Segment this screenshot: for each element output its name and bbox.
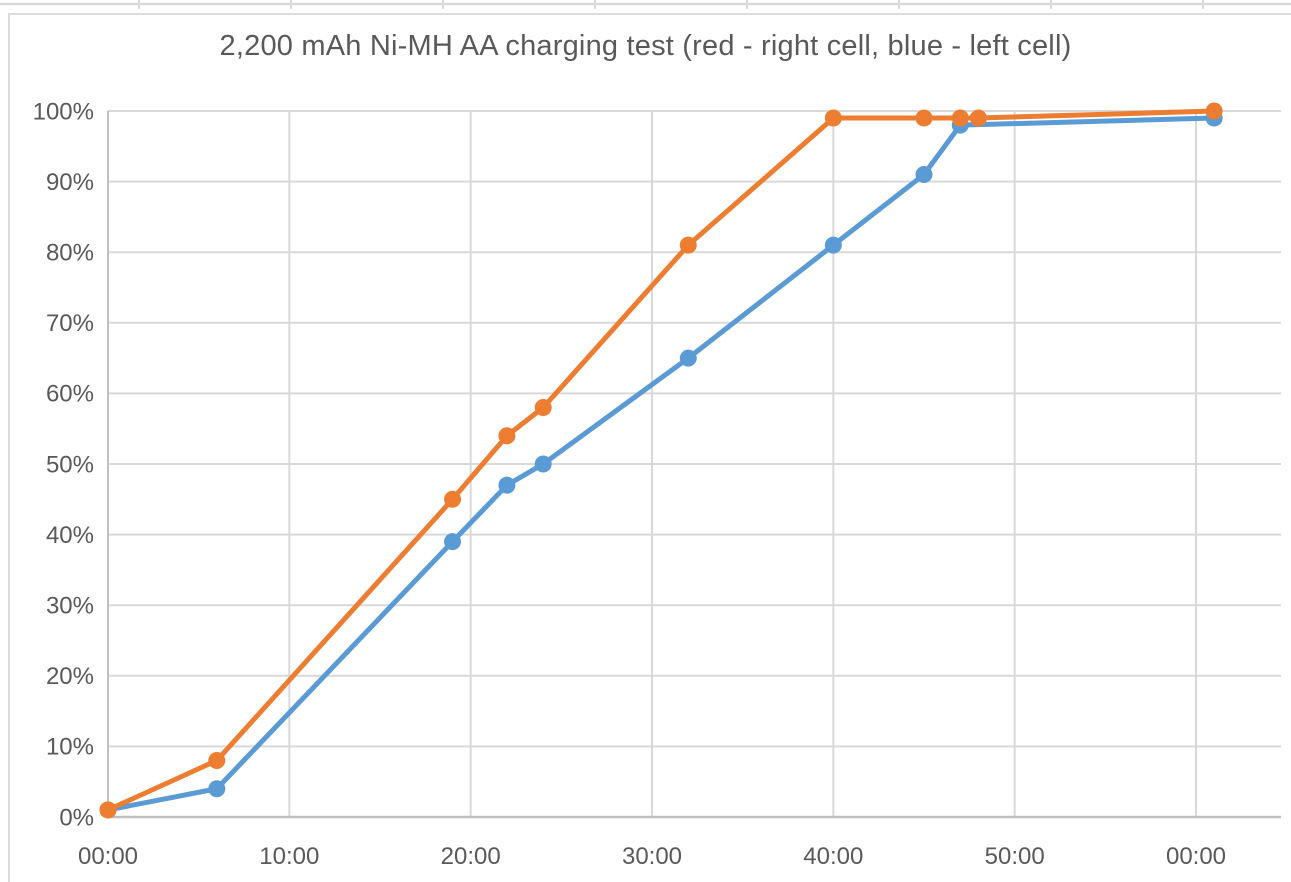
data-point-left-cell: [444, 533, 462, 551]
data-point-right-cell: [99, 801, 117, 819]
data-point-right-cell: [969, 109, 987, 127]
y-tick-label: 40%: [46, 522, 94, 549]
data-point-right-cell: [208, 752, 226, 770]
data-point-right-cell: [679, 236, 697, 254]
data-point-right-cell: [951, 109, 969, 127]
data-point-right-cell: [534, 399, 552, 417]
x-tick-label: 00:00: [78, 843, 138, 870]
excel-chart-object: [8, 13, 1291, 882]
x-tick-label: 10:00: [259, 843, 319, 870]
y-tick-label: 20%: [46, 663, 94, 690]
data-point-right-cell: [915, 109, 933, 127]
y-tick-label: 100%: [33, 98, 94, 125]
series-line-right-cell: [105, 108, 1217, 813]
y-tick-label: 60%: [46, 381, 94, 408]
data-point-left-cell: [679, 349, 697, 367]
data-point-right-cell: [824, 109, 842, 127]
x-tick-label: 40:00: [803, 843, 863, 870]
data-point-left-cell: [915, 166, 933, 184]
data-point-right-cell: [1205, 102, 1223, 120]
y-tick-label: 80%: [46, 240, 94, 267]
data-point-left-cell: [824, 236, 842, 254]
y-tick-label: 50%: [46, 451, 94, 478]
series-line-left-cell: [105, 115, 1217, 813]
x-tick-label: 20:00: [441, 843, 501, 870]
data-point-right-cell: [498, 427, 516, 445]
data-point-left-cell: [498, 476, 516, 494]
x-tick-label: 50:00: [985, 843, 1045, 870]
data-point-left-cell: [208, 780, 226, 798]
y-tick-label: 0%: [59, 804, 94, 831]
data-point-right-cell: [444, 490, 462, 508]
x-tick-label: 00:00: [1166, 843, 1226, 870]
x-tick-label: 30:00: [622, 843, 682, 870]
y-tick-label: 30%: [46, 593, 94, 620]
data-point-left-cell: [534, 455, 552, 473]
y-tick-label: 10%: [46, 734, 94, 761]
chart-title: 2,200 mAh Ni-MH AA charging test (red - …: [219, 30, 1072, 62]
y-tick-label: 90%: [46, 169, 94, 196]
y-tick-label: 70%: [46, 310, 94, 337]
